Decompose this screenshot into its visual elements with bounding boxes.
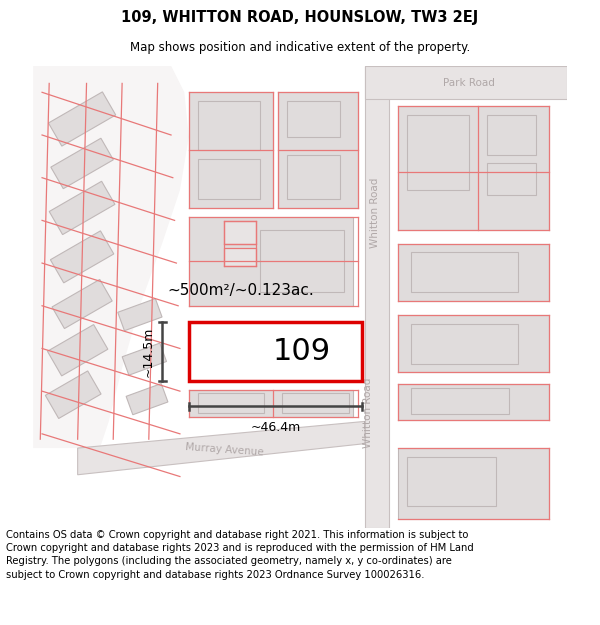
Bar [189,390,353,417]
Bar [52,279,112,329]
Bar [278,92,358,208]
Text: ~46.4m: ~46.4m [250,421,301,434]
Text: 109: 109 [272,337,331,366]
Bar [126,384,168,415]
Polygon shape [365,66,389,528]
Bar [398,106,549,230]
Bar [189,92,274,208]
Bar [198,101,260,150]
Text: Murray Avenue: Murray Avenue [185,442,264,458]
Text: Whitton Road: Whitton Road [370,177,380,248]
Bar [122,343,167,375]
Bar [198,159,260,199]
Text: Whitton Road: Whitton Road [362,378,373,448]
Text: Park Road: Park Road [443,78,495,88]
Bar [224,221,256,244]
Text: Map shows position and indicative extent of the property.: Map shows position and indicative extent… [130,41,470,54]
Bar [487,164,536,194]
Bar [49,181,115,234]
Bar [49,92,116,146]
Bar [398,384,549,419]
Polygon shape [33,66,189,448]
Bar [118,299,162,331]
Bar [47,324,108,376]
Bar [50,231,114,283]
Text: ~500m²/~0.123ac.: ~500m²/~0.123ac. [167,283,314,298]
Bar [46,371,101,419]
Text: Contains OS data © Crown copyright and database right 2021. This information is : Contains OS data © Crown copyright and d… [6,530,474,579]
Bar [411,324,518,364]
Bar [287,101,340,137]
Bar [260,230,344,292]
Bar [487,114,536,154]
Bar [189,322,362,381]
Bar [398,314,549,372]
Text: 109, WHITTON ROAD, HOUNSLOW, TW3 2EJ: 109, WHITTON ROAD, HOUNSLOW, TW3 2EJ [121,10,479,25]
Bar [189,217,353,306]
Polygon shape [77,421,365,475]
Bar [51,138,113,189]
Bar [407,114,469,190]
Bar [407,457,496,506]
Bar [287,154,340,199]
Bar [282,393,349,412]
Bar [198,393,265,412]
Bar [398,448,549,519]
Bar [224,248,256,266]
Bar [411,388,509,414]
Bar [365,66,567,99]
Text: ~14.5m: ~14.5m [142,326,155,377]
Bar [411,253,518,292]
Bar [398,244,549,301]
